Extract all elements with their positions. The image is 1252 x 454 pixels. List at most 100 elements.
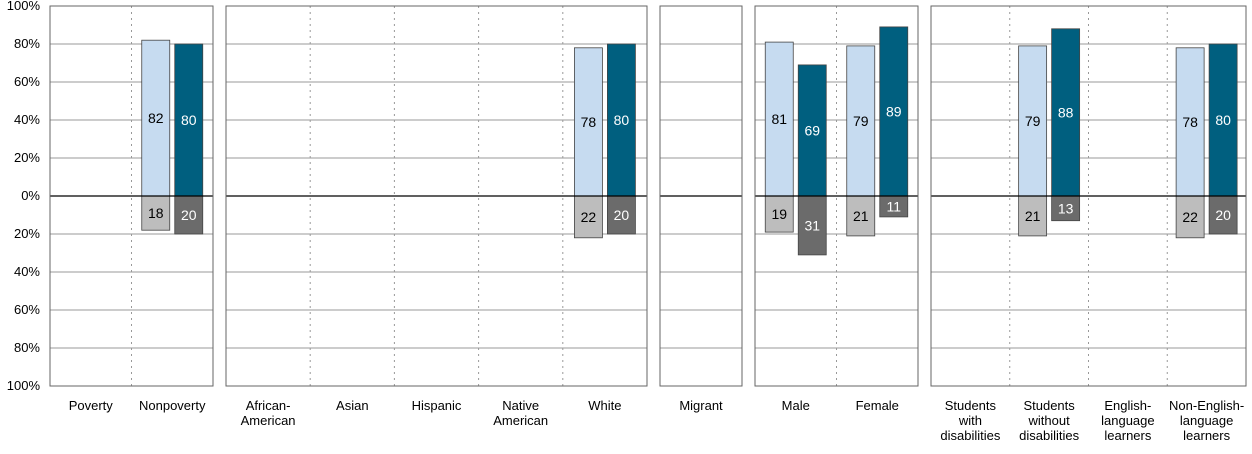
y-tick-label: 60%: [14, 302, 40, 317]
bar-positive-light: [141, 39, 171, 197]
category-label-line: language: [1180, 413, 1234, 428]
bar-negative-label: 22: [581, 209, 597, 225]
category-label: Nonpoverty: [139, 398, 206, 413]
bar-negative-label: 11: [886, 198, 901, 214]
bar-positive-label: 81: [771, 111, 787, 127]
category-label-line: Students: [1023, 398, 1075, 413]
category-label-line: learners: [1183, 428, 1230, 443]
panel-frame: [225, 5, 648, 387]
category-label-line: Migrant: [679, 398, 723, 413]
bar-positive-light: [574, 47, 603, 197]
panel-frame: [49, 5, 214, 387]
category-label: Migrant: [679, 398, 723, 413]
category-label-line: Female: [856, 398, 899, 413]
bar-positive-light: [764, 41, 794, 197]
bar-negative-light: [141, 195, 171, 231]
category-label: Asian: [336, 398, 369, 413]
bar-negative-label: 13: [1058, 200, 1074, 216]
panel-frame: [930, 5, 1247, 387]
panel-disability-language: Students with disabilities79218813Students…: [930, 5, 1247, 443]
bar-positive-label: 79: [1025, 113, 1041, 129]
bar-positive-label: 78: [581, 114, 597, 130]
category-label-line: Hispanic: [412, 398, 462, 413]
bar-positive-dark: [797, 64, 827, 197]
category-label: Native American: [493, 398, 548, 428]
category-label: Hispanic: [412, 398, 462, 413]
category-label-line: African-: [246, 398, 291, 413]
bar-positive-dark: [174, 43, 204, 197]
y-tick-label: 20%: [14, 150, 40, 165]
category-label-line: White: [588, 398, 621, 413]
category-label: Students without disabilities: [1019, 398, 1079, 443]
category-label-line: Male: [782, 398, 810, 413]
bar-negative-light: [764, 195, 794, 233]
panel-gender: 81 19 69 31 Male 79 21 89 11 Female: [754, 5, 919, 413]
category-label: Female: [856, 398, 899, 413]
bar-negative-light: [574, 195, 603, 239]
category-label-line: English-: [1104, 398, 1151, 413]
panel-frame: [659, 5, 743, 387]
bar-negative-label: 19: [771, 206, 787, 222]
bar-positive-label: 82: [148, 110, 164, 126]
category-label-line: without: [1028, 413, 1071, 428]
bar-negative-dark: [1051, 195, 1081, 222]
bar-positive-label: 80: [181, 112, 197, 128]
bar-positive-label: 80: [1215, 112, 1231, 128]
bar-positive-label: 78: [1182, 114, 1198, 130]
bar-negative-label: 20: [614, 207, 630, 223]
bar-positive-label: 88: [1058, 104, 1074, 120]
y-tick-label: 20%: [14, 226, 40, 241]
category-label-line: Students: [945, 398, 997, 413]
category-label-line: disabilities: [1019, 428, 1079, 443]
y-tick-label: 40%: [14, 264, 40, 279]
bar-negative-label: 31: [804, 217, 820, 233]
category-label: Poverty: [69, 398, 114, 413]
category-label: Male: [782, 398, 810, 413]
category-label-line: Poverty: [69, 398, 114, 413]
y-axis: 100% 80% 60% 40% 20% 0% 20% 40% 60% 80% 100%: [7, 0, 41, 393]
category-label: White: [588, 398, 621, 413]
y-tick-label: 0%: [21, 188, 40, 203]
y-tick-label: 40%: [14, 112, 40, 127]
bar-positive-dark: [1051, 28, 1081, 197]
bar-positive-dark: [1208, 43, 1238, 197]
category-label-line: with: [958, 413, 982, 428]
bar-negative-light: [1175, 195, 1205, 239]
bar-negative-light: [1018, 195, 1048, 237]
category-label-line: learners: [1104, 428, 1151, 443]
bar-negative-label: 18: [148, 205, 164, 221]
bar-positive-dark: [607, 43, 636, 197]
bar-positive-label: 80: [614, 112, 630, 128]
bar-negative-label: 20: [181, 207, 197, 223]
category-label-line: Asian: [336, 398, 369, 413]
bar-positive-light: [846, 45, 876, 197]
bar-positive-label: 79: [853, 113, 869, 129]
panel-migrant: Migrant: [659, 5, 743, 413]
bar-negative-label: 21: [1025, 208, 1041, 224]
panel-frame: [754, 5, 919, 387]
bar-negative-dark: [607, 195, 636, 235]
bar-positive-light: [1175, 47, 1205, 197]
bar-positive-label: 89: [886, 103, 902, 119]
y-tick-label: 100%: [7, 378, 41, 393]
category-label: Students with disabilities: [940, 398, 1000, 443]
category-label-line: American: [493, 413, 548, 428]
category-label: English-language learners: [1101, 398, 1155, 443]
category-label-line: Native: [502, 398, 539, 413]
y-tick-label: 80%: [14, 340, 40, 355]
category-label-line: language: [1101, 413, 1155, 428]
category-label-line: Non-English-: [1169, 398, 1244, 413]
bar-negative-dark: [1208, 195, 1238, 235]
bar-negative-light: [846, 195, 876, 237]
bar-positive-label: 69: [804, 122, 820, 138]
category-label-line: American: [241, 413, 296, 428]
bar-negative-label: 20: [1215, 207, 1231, 223]
category-label: Non-English-language learners: [1169, 398, 1244, 443]
y-tick-label: 100%: [7, 0, 41, 13]
category-label: African-American: [241, 398, 296, 428]
y-tick-label: 80%: [14, 36, 40, 51]
y-tick-label: 60%: [14, 74, 40, 89]
